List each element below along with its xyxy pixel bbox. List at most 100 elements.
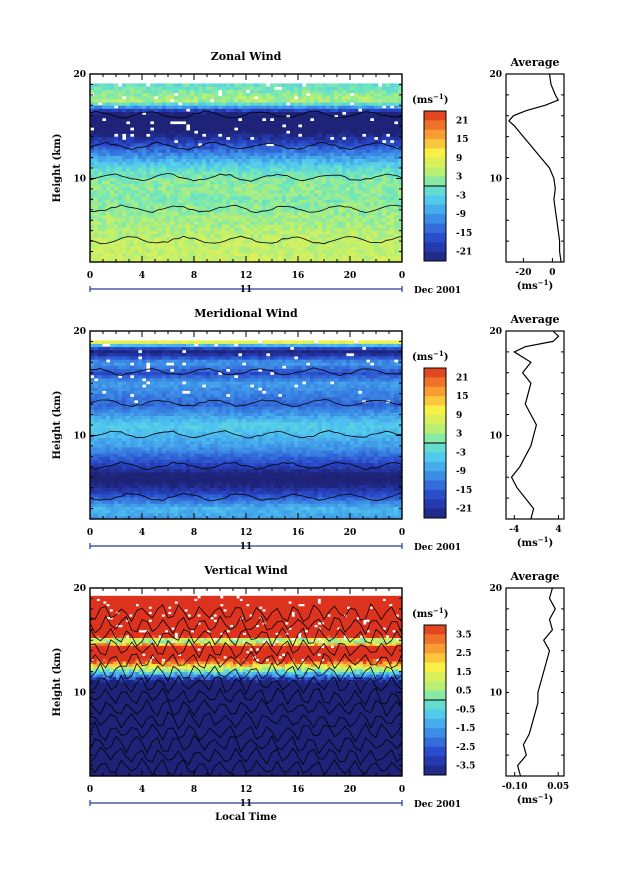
colorbar-swatch [424,242,446,253]
colorbar-tick-label: 21 [456,116,469,126]
colorbar-unit: (ms−1) [412,92,448,106]
colorbar-swatch [424,251,446,262]
average-x-tick-label: -4 [509,525,519,535]
x-tick-label: 4 [139,528,145,538]
colorbar-swatch [424,176,446,187]
x-tick-label: 8 [191,785,197,795]
average-x-label: (ms−1) [517,535,553,549]
average-x-tick-label: 0 [549,268,555,278]
colorbar-swatch [424,653,446,663]
average-y-tick-label: 10 [489,431,502,441]
colorbar-swatch [424,737,446,748]
y-tick-label: 10 [73,431,86,441]
colorbar-swatch [424,111,446,121]
average-y-tick-label: 20 [489,70,502,80]
date-label: Dec 2001 [414,543,461,553]
x-tick-label: 4 [139,785,145,795]
heatmap-field [90,595,402,776]
colorbar-tick-label: 9 [456,411,462,421]
colorbar-swatch [424,681,446,692]
colorbar-tick-label: 1.5 [456,668,472,678]
y-tick-label: 20 [73,327,86,337]
x-tick-label: 16 [292,271,305,281]
y-tick-label: 20 [73,70,86,80]
colorbar-unit: (ms−1) [412,349,448,363]
colorbar-swatch [424,386,446,397]
colorbar-swatch [424,700,446,710]
panel-title: Meridional Wind [194,307,298,320]
average-x-label: (ms−1) [517,792,553,806]
colorbar-tick-label: 3 [456,430,462,440]
y-axis-label: Height (km) [52,391,63,460]
x-tick-label: 0 [87,528,93,538]
colorbar-tick-label: 0.5 [456,687,472,697]
x-tick-label: 12 [240,785,253,795]
average-y-tick-label: 20 [489,584,502,594]
day-label: 11 [240,799,253,809]
colorbar-tick-label: -21 [456,248,472,258]
average-panel: Average 20 10 -20 0(ms−1) [489,56,565,292]
colorbar-swatch [424,204,446,215]
x-tick-label: 0 [399,271,405,281]
heatmap-field [90,340,402,519]
colorbar-tick-label: -3 [456,448,466,458]
average-x-tick-label: -0.10 [502,782,528,792]
colorbar-swatch [424,508,446,519]
colorbar-swatch [424,671,446,682]
x-axis: 0 4 8 12 16 20 0 [87,74,405,281]
colorbar: (ms−1) 3.5 2.5 1.5 0.5 -0.5 -1.5 -2.5 -3.5 [412,606,475,776]
colorbar-swatch [424,129,446,140]
colorbar-swatch [424,120,446,131]
panel-title: Zonal Wind [211,50,282,63]
average-x-label: (ms−1) [517,278,553,292]
colorbar-swatch [424,377,446,388]
average-x-tick-label: -20 [515,268,531,278]
average-profile-line [516,587,556,777]
colorbar-swatch [424,368,446,378]
average-title: Average [509,56,559,69]
average-title: Average [509,313,559,326]
colorbar-swatch [424,148,446,159]
date-label: Dec 2001 [414,800,461,810]
colorbar-swatch [424,195,446,206]
average-y-tick-label: 20 [489,327,502,337]
colorbar-tick-label: 15 [456,135,469,145]
colorbar-swatch [424,643,446,654]
colorbar-swatch [424,489,446,500]
contour-lines [90,603,402,776]
colorbar: (ms−1) 21 15 9 3 -3 -9 -15 -21 [412,349,472,519]
colorbar-tick-label: -15 [456,229,472,239]
colorbar-swatch [424,718,446,729]
colorbar-swatch [424,461,446,472]
x-tick-label: 8 [191,271,197,281]
x-axis: 0 4 8 12 16 20 0 [87,331,405,538]
colorbar-tick-label: 2.5 [456,649,472,659]
x-tick-label: 0 [399,785,405,795]
contour-lines [90,367,402,502]
colorbar-swatch [424,765,446,776]
colorbar-swatch [424,405,446,416]
colorbar-swatch [424,433,446,444]
colorbar-tick-label: -1.5 [456,724,475,734]
colorbar-swatch [424,728,446,738]
y-tick-label: 10 [73,688,86,698]
date-label: Dec 2001 [414,286,461,296]
x-tick-label: 16 [292,528,305,538]
x-tick-label: 8 [191,528,197,538]
colorbar-swatch [424,480,446,491]
colorbar-swatch [424,223,446,234]
colorbar-tick-label: -9 [456,210,466,220]
average-profile-line [510,330,560,520]
x-tick-label: 12 [240,528,253,538]
x-tick-label: 20 [344,785,357,795]
colorbar-swatch [424,499,446,510]
colorbar-swatch [424,709,446,720]
y-tick-label: 10 [73,174,86,184]
colorbar-swatch [424,634,446,645]
average-x-tick-label: 0.05 [547,782,569,792]
colorbar-swatch [424,471,446,481]
colorbar-swatch [424,424,446,435]
